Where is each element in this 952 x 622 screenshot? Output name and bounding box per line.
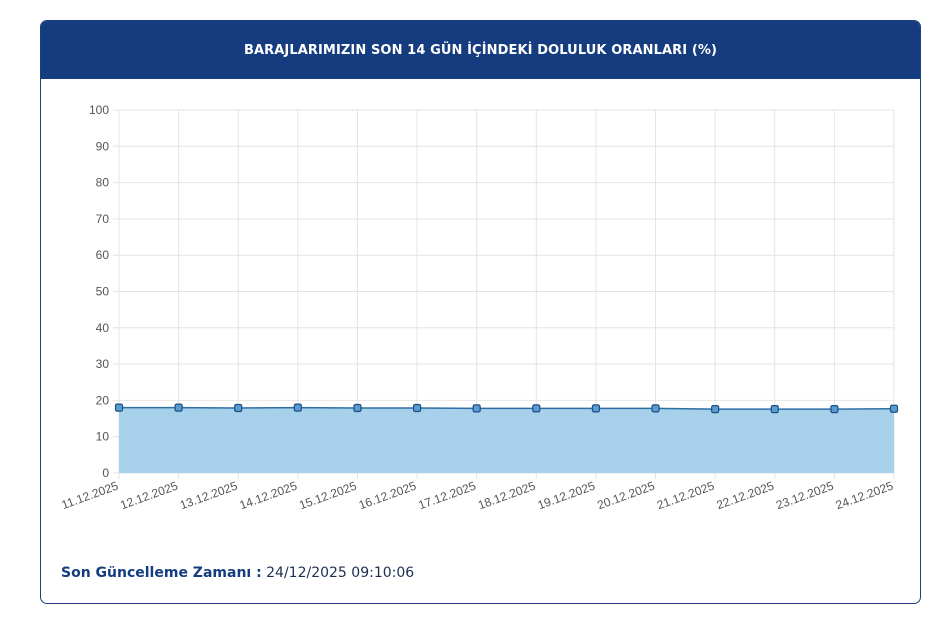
data-point — [293, 403, 302, 412]
x-tick-label: 21.12.2025 — [655, 479, 717, 513]
data-point — [591, 404, 601, 413]
x-tick-label: 14.12.2025 — [238, 479, 300, 513]
y-tick-label: 30 — [96, 357, 110, 371]
y-tick-label: 50 — [96, 285, 110, 299]
y-tick-label: 100 — [89, 103, 109, 117]
chart-area: 0 10 20 30 40 50 60 70 80 90 100 11.12.2025 12.12.20… — [41, 79, 920, 539]
data-point — [651, 404, 660, 413]
x-tick-label: 13.12.2025 — [178, 479, 240, 513]
y-tick-label: 40 — [96, 321, 110, 335]
last-update-value: 24/12/2025 09:10:06 — [266, 565, 415, 581]
series-area — [119, 407, 894, 473]
x-tick-label: 22.12.2025 — [715, 479, 777, 513]
x-tick-label: 17.12.2025 — [416, 479, 478, 513]
x-tick-label: 15.12.2025 — [297, 479, 359, 513]
chart-header: BARAJLARIMIZIN SON 14 GÜN İÇİNDEKİ DOLUL… — [41, 21, 920, 79]
data-point — [472, 404, 481, 413]
last-update-label: Son Güncelleme Zamanı : — [61, 565, 262, 581]
y-tick-label: 0 — [102, 466, 109, 480]
x-tick-label: 19.12.2025 — [536, 479, 598, 513]
y-tick-label: 60 — [96, 248, 110, 262]
x-tick-label: 11.12.2025 — [60, 479, 121, 513]
x-tick-label: 18.12.2025 — [476, 479, 538, 513]
data-point — [532, 404, 541, 413]
data-point — [830, 405, 839, 414]
data-point — [353, 403, 362, 413]
y-tick-label: 90 — [96, 139, 110, 153]
y-tick-label: 20 — [96, 393, 110, 407]
x-tick-label: 24.12.2025 — [834, 479, 896, 513]
y-tick-label: 10 — [96, 430, 110, 444]
last-update: Son Güncelleme Zamanı : 24/12/2025 09:10… — [61, 565, 414, 581]
data-point — [234, 403, 243, 413]
y-tick-label: 80 — [96, 176, 110, 190]
data-point — [114, 403, 124, 412]
data-point — [770, 405, 779, 414]
data-point — [174, 403, 183, 412]
chart-title: BARAJLARIMIZIN SON 14 GÜN İÇİNDEKİ DOLUL… — [243, 42, 718, 58]
data-point — [889, 404, 899, 413]
y-tick-label: 70 — [96, 212, 110, 226]
x-tick-label: 23.12.2025 — [774, 479, 836, 513]
dam-occupancy-chart: 0 10 20 30 40 50 60 70 80 90 100 11.12.202512.12.20… — [60, 103, 899, 513]
series-line — [119, 406, 895, 410]
x-tick-label: 16.12.2025 — [357, 479, 419, 513]
data-point — [711, 405, 720, 414]
x-tick-label: 12.12.2025 — [118, 479, 180, 513]
x-tick-label: 20.12.2025 — [595, 479, 657, 513]
chart-card: BARAJLARIMIZIN SON 14 GÜN İÇİNDEKİ DOLUL… — [40, 20, 921, 604]
data-point — [412, 403, 422, 413]
